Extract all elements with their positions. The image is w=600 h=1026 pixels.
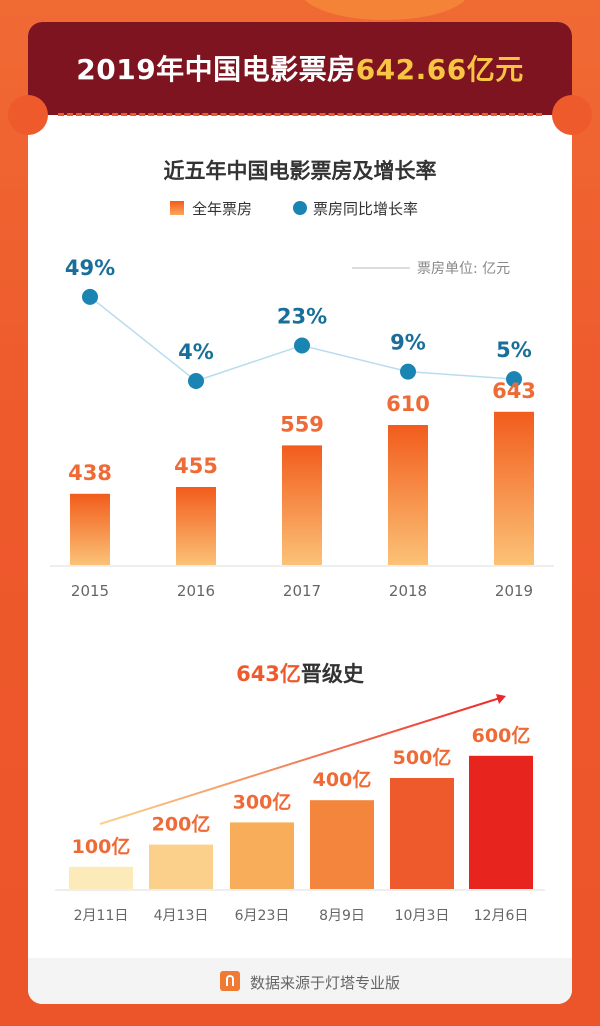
growth-label-2018: 9%	[390, 331, 426, 355]
growth-point-2015	[82, 288, 98, 305]
chart1-bar-label-2018: 610	[386, 392, 430, 416]
chart2-bar-5	[390, 778, 454, 889]
growth-point-2017	[294, 337, 310, 354]
chart2-bar-1	[69, 866, 133, 889]
chart1-x-tick-2017: 2017	[283, 582, 321, 600]
chart2-bar-label-2: 200亿	[152, 813, 211, 836]
chart1-x-axis: 2015 2016 2017 2018 2019	[71, 582, 533, 600]
growth-label-2017: 23%	[277, 304, 327, 328]
growth-point-2018	[400, 363, 416, 380]
chart2-title-highlight: 643亿	[236, 662, 301, 686]
page-title: 2019年中国电影票房642.66亿元	[28, 48, 572, 88]
chart2-x-tick-5: 10月3日	[395, 908, 450, 924]
growth-label-2015: 49%	[65, 256, 115, 280]
chart2-bar-6	[469, 755, 533, 889]
chart1-bar-label-2016: 455	[174, 454, 218, 478]
chart2-title-rest: 晋级史	[301, 662, 365, 686]
chart2-bar-4	[310, 800, 374, 889]
chart2-x-tick-2: 4月13日	[154, 908, 209, 924]
growth-point-2016	[188, 373, 204, 389]
chart2-x-tick-4: 8月9日	[319, 908, 365, 924]
unit-note: 票房单位: 亿元	[417, 261, 510, 277]
ticket-notch-left	[8, 95, 48, 135]
chart2-x-tick-6: 12月6日	[474, 908, 529, 924]
chart1-bar-layer: 438 455 559 610 643	[68, 379, 536, 565]
ticket-notch-right	[552, 95, 592, 135]
chart1-bar-2015	[70, 493, 110, 565]
legend-line-label: 票房同比增长率	[313, 200, 418, 218]
ticket-perforation	[58, 113, 542, 116]
legend-line-swatch	[293, 201, 307, 215]
chart1-x-tick-2019: 2019	[495, 582, 533, 600]
chart2-bar-label-1: 100亿	[72, 835, 131, 858]
trend-arrow-line	[99, 697, 501, 825]
chart1-bar-label-2019: 643	[492, 379, 536, 403]
chart1-bar-2017	[282, 445, 322, 565]
chart1-bar-label-2017: 559	[280, 412, 324, 436]
chart2-bar-3	[230, 822, 294, 889]
legend-bar-label: 全年票房	[192, 200, 252, 218]
legend-bar-swatch	[170, 201, 184, 215]
chart2-bar-label-3: 300亿	[233, 790, 292, 813]
chart1-x-tick-2016: 2016	[177, 582, 215, 600]
chart1-bar-2018	[388, 425, 428, 565]
chart1-x-tick-2015: 2015	[71, 582, 109, 600]
chart2-bar-2	[149, 844, 213, 889]
trend-arrowhead	[496, 694, 506, 704]
chart2-bar-label-5: 500亿	[393, 746, 452, 769]
growth-point-2019	[506, 371, 522, 388]
lighthouse-icon	[220, 971, 240, 991]
chart1-x-tick-2018: 2018	[389, 582, 427, 600]
chart2-title: 643亿晋级史	[236, 662, 365, 686]
chart2-x-tick-1: 2月11日	[74, 908, 129, 924]
growth-label-2016: 4%	[178, 340, 214, 364]
chart2-bar-label-6: 600亿	[472, 724, 531, 747]
header-banner: 2019年中国电影票房642.66亿元	[28, 22, 572, 115]
growth-label-2019: 5%	[496, 338, 532, 362]
title-highlight: 642.66亿元	[355, 53, 524, 86]
footer: 数据来源于灯塔专业版	[28, 958, 572, 1004]
chart1-line-layer: 49% 4% 23% 9% 5%	[65, 256, 532, 389]
chart2-x-tick-3: 6月23日	[235, 908, 290, 924]
chart2-bar-layer: 100亿 200亿 300亿 400亿 500亿 600亿	[69, 724, 533, 889]
data-source: 数据来源于灯塔专业版	[250, 974, 401, 992]
chart1-title: 近五年中国电影票房及增长率	[164, 159, 437, 183]
chart2-bar-label-4: 400亿	[313, 768, 372, 791]
title-prefix: 2019年中国电影票房	[76, 53, 356, 86]
chart1-bar-2016	[176, 487, 216, 565]
chart1-bar-2019	[494, 411, 534, 565]
chart1-bar-label-2015: 438	[68, 461, 112, 485]
decorative-blob	[300, 0, 470, 20]
chart2-x-axis: 2月11日 4月13日 6月23日 8月9日 10月3日 12月6日	[74, 908, 529, 924]
